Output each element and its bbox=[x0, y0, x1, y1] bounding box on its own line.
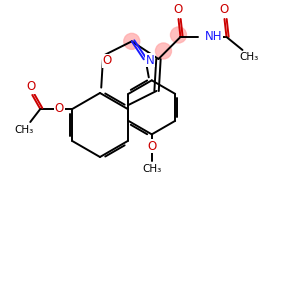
Text: O: O bbox=[27, 80, 36, 94]
Text: CH₃: CH₃ bbox=[240, 52, 259, 62]
Text: NH: NH bbox=[205, 31, 222, 44]
Circle shape bbox=[170, 27, 187, 43]
Circle shape bbox=[124, 33, 140, 49]
Text: CH₃: CH₃ bbox=[142, 164, 161, 174]
Text: O: O bbox=[147, 140, 156, 153]
Text: CH₃: CH₃ bbox=[15, 125, 34, 135]
Text: O: O bbox=[55, 103, 64, 116]
Circle shape bbox=[155, 43, 172, 59]
Text: O: O bbox=[220, 4, 229, 16]
Text: O: O bbox=[103, 54, 112, 67]
Text: O: O bbox=[174, 4, 183, 16]
Text: N: N bbox=[146, 54, 154, 67]
